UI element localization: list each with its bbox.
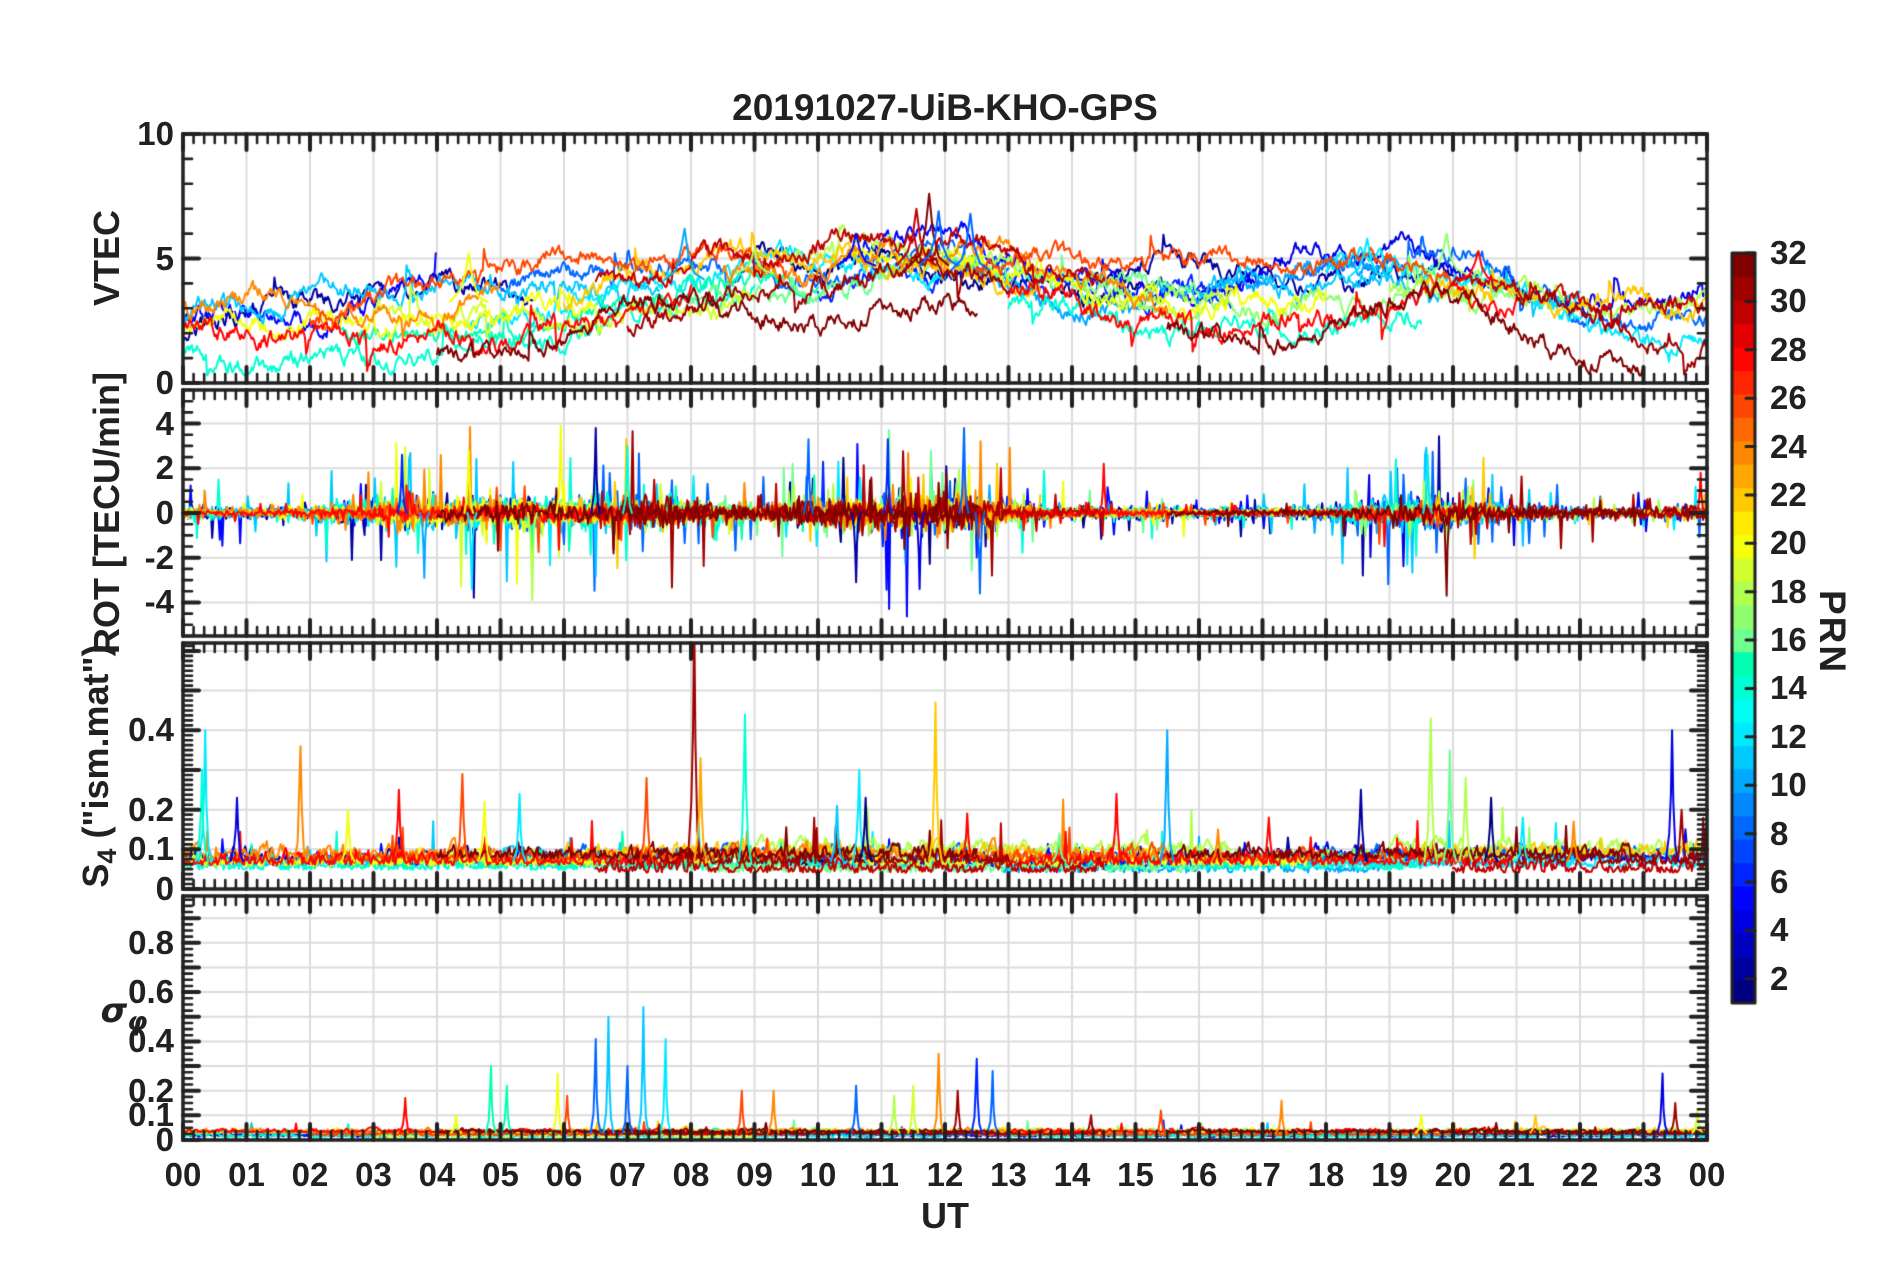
y-axis-label-s4-suffix: ("ism.mat")	[74, 644, 116, 849]
colorbar-tick-label: 14	[1770, 669, 1807, 707]
y-axis-label-s4-sub: 4	[92, 848, 123, 864]
ytick-label-rot: -4	[144, 583, 174, 621]
xtick-label: 17	[1244, 1156, 1281, 1193]
xtick-label: 01	[228, 1156, 265, 1193]
colorbar-tick-label: 2	[1770, 959, 1789, 997]
xtick-label: 20	[1434, 1156, 1472, 1193]
ytick-label-sigma_phi: 0.1	[128, 1096, 174, 1134]
y-axis-label-sigma-phi: σφ	[101, 991, 148, 1037]
xtick-label: 05	[482, 1156, 519, 1193]
colorbar-tick-label: 16	[1770, 621, 1807, 659]
xtick-label: 18	[1307, 1156, 1345, 1193]
colorbar-tick-label: 12	[1770, 717, 1807, 755]
ytick-label-rot: 0	[155, 494, 174, 531]
xtick-label: 11	[864, 1156, 899, 1193]
colorbar-tick-label: 24	[1770, 427, 1807, 465]
ytick-label-vtec: 10	[137, 115, 174, 152]
y-axis-label-vtec-text: VTEC	[86, 209, 127, 307]
colorbar-tick-label: 26	[1770, 379, 1807, 417]
y-axis-label-rot-text: ROT [TECU/min]	[86, 372, 127, 654]
phi-subscript: φ	[127, 1006, 148, 1037]
xtick-label: 16	[1180, 1156, 1218, 1193]
colorbar-tick-label: 10	[1770, 766, 1807, 804]
xtick-label: 15	[1117, 1156, 1154, 1193]
xtick-label: 12	[926, 1156, 964, 1193]
xtick-label: 13	[990, 1156, 1027, 1193]
colorbar-tick-label: 20	[1770, 524, 1807, 562]
ytick-label-s4: 0.1	[128, 830, 174, 868]
xtick-label: 04	[418, 1156, 456, 1193]
sigma-symbol: σ	[100, 991, 128, 1032]
ytick-label-s4: 0.4	[128, 711, 174, 749]
ytick-label-rot: -2	[144, 538, 174, 576]
ytick-label-sigma_phi: 0.4	[128, 1022, 174, 1060]
xtick-label: 19	[1371, 1156, 1408, 1193]
colorbar-tick-label: 4	[1770, 911, 1789, 949]
xtick-label: 22	[1561, 1156, 1599, 1193]
ytick-label-s4: 0	[155, 870, 174, 907]
xtick-label: 00	[1688, 1156, 1726, 1193]
colorbar-label: PRN	[1812, 589, 1853, 675]
colorbar-tick-label: 6	[1770, 863, 1789, 901]
ytick-label-s4: 0.2	[128, 790, 174, 828]
y-axis-label-s4: S4 ("ism.mat")	[75, 644, 123, 887]
ytick-label-vtec: 5	[155, 239, 174, 277]
colorbar-tick-label: 22	[1770, 475, 1807, 513]
xtick-label: 10	[799, 1156, 837, 1193]
ytick-label-vtec: 0	[155, 364, 174, 401]
ytick-label-rot: 2	[155, 449, 174, 487]
xtick-label: 23	[1625, 1156, 1662, 1193]
y-axis-label-s4-text: S	[74, 863, 116, 888]
xtick-label: 06	[545, 1156, 583, 1193]
ytick-label-sigma_phi: 0.6	[128, 973, 174, 1011]
ytick-label-sigma_phi: 0.2	[128, 1071, 174, 1109]
xtick-label: 02	[291, 1156, 329, 1193]
colorbar-tick-label: 28	[1770, 330, 1807, 368]
ytick-label-sigma_phi: 0.8	[128, 923, 174, 961]
xtick-label: 03	[355, 1156, 392, 1193]
ytick-label-sigma_phi: 0	[155, 1121, 174, 1158]
colorbar-tick-label: 32	[1770, 234, 1807, 271]
x-axis-label: UT	[921, 1195, 969, 1236]
xtick-label: 09	[736, 1156, 773, 1193]
colorbar-tick-label: 8	[1770, 814, 1789, 852]
colorbar-tick-label: 18	[1770, 572, 1807, 610]
xtick-label: 21	[1498, 1156, 1535, 1193]
y-axis-label-rot: ROT [TECU/min]	[86, 372, 128, 654]
xtick-label: 08	[672, 1156, 710, 1193]
xtick-label: 00	[164, 1156, 202, 1193]
colorbar-tick-label: 30	[1770, 282, 1807, 320]
xtick-label: 14	[1053, 1156, 1091, 1193]
ytick-label-rot: 4	[155, 404, 174, 442]
y-axis-label-vtec: VTEC	[86, 210, 128, 306]
chart-title: 20191027-UiB-KHO-GPS	[732, 87, 1158, 128]
xtick-label: 07	[609, 1156, 646, 1193]
